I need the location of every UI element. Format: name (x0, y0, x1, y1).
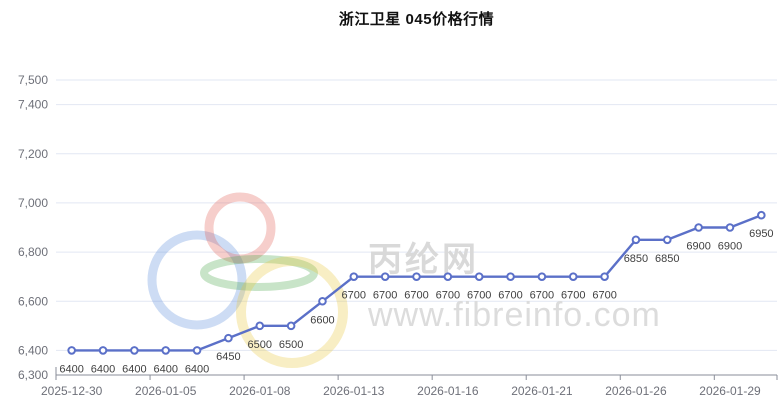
data-point-label: 6400 (185, 363, 209, 375)
data-point-label: 6950 (749, 228, 773, 240)
data-point-label: 6500 (279, 339, 303, 351)
data-point-label: 6900 (718, 241, 742, 253)
y-axis-label: 6,600 (18, 294, 48, 308)
data-point[interactable] (130, 346, 139, 355)
y-axis-label: 7,500 (18, 73, 48, 87)
data-point[interactable] (161, 346, 171, 355)
data-point[interactable] (757, 210, 766, 220)
data-point[interactable] (474, 272, 484, 281)
data-point[interactable] (318, 296, 327, 306)
data-point-label: 6400 (153, 363, 177, 375)
data-point[interactable] (600, 272, 609, 281)
x-axis-label: 2026-01-21 (511, 384, 573, 398)
data-point[interactable] (380, 272, 390, 281)
x-axis-label: 2026-01-26 (605, 384, 667, 398)
y-axis-label: 6,400 (18, 343, 48, 357)
data-point[interactable] (443, 272, 453, 281)
watermark-logo (147, 192, 348, 368)
y-axis-label: 7,200 (18, 147, 48, 161)
data-point-label: 6400 (59, 363, 83, 375)
x-axis-label: 2026-01-16 (417, 384, 479, 398)
y-axis-label: 7,000 (18, 196, 48, 210)
data-point-label: 6700 (404, 290, 428, 302)
data-point-label: 6700 (436, 290, 460, 302)
y-axis-label: 6,300 (18, 368, 48, 382)
data-point[interactable] (662, 235, 672, 245)
logo-ring-red (204, 192, 276, 264)
data-point-label: 6400 (91, 363, 115, 375)
data-point-label: 6500 (248, 339, 272, 351)
data-point-label: 6700 (467, 290, 491, 302)
data-point[interactable] (568, 272, 578, 281)
chart-title: 浙江卫星 045价格行情 (338, 11, 495, 28)
data-point[interactable] (725, 223, 735, 232)
grid-layer: 6,300 6,400 6,600 6,800 7,000 7,200 7,400 7,500… (18, 73, 778, 398)
data-point[interactable] (412, 272, 421, 281)
x-axis-label: 2026-01-13 (323, 384, 385, 398)
x-axis-label: 2026-01-08 (229, 384, 291, 398)
data-point[interactable] (98, 346, 108, 355)
y-axis-label: 6,800 (18, 245, 48, 259)
data-point-label: 6700 (530, 290, 554, 302)
data-point[interactable] (286, 321, 296, 331)
series-layer: 6400 6400 6400 6400 6400 6450 6500 6500 6600 6700… (59, 210, 774, 375)
data-point-label: 6850 (624, 253, 648, 265)
x-axis-label: 2026-01-05 (135, 384, 197, 398)
data-point-label: 6700 (592, 290, 616, 302)
data-point[interactable] (349, 272, 359, 281)
data-point[interactable] (224, 333, 233, 343)
data-point-label: 6400 (122, 363, 146, 375)
data-point-label: 6600 (310, 314, 334, 326)
data-point[interactable] (192, 346, 202, 355)
x-axis-label: 2026-01-29 (699, 384, 761, 398)
data-point-label: 6700 (373, 290, 397, 302)
x-axis-label: 2025-12-30 (41, 384, 103, 398)
data-point-label: 6900 (686, 241, 710, 253)
data-point-label: 6700 (342, 290, 366, 302)
data-point[interactable] (506, 272, 515, 281)
data-point[interactable] (631, 235, 641, 245)
data-point-label: 6700 (561, 290, 585, 302)
data-point-label: 6700 (498, 290, 522, 302)
data-point[interactable] (67, 346, 76, 355)
logo-ring-blue (147, 230, 247, 330)
logo-ring-green (200, 255, 318, 291)
y-axis-label: 7,400 (18, 98, 48, 112)
logo-ring-yellow (236, 256, 348, 368)
data-point-label: 6850 (655, 253, 679, 265)
watermark-site-text: www.fibreinfo.com (367, 296, 661, 334)
data-point[interactable] (537, 272, 547, 281)
data-point[interactable] (694, 223, 703, 232)
data-point[interactable] (255, 321, 265, 331)
data-point-label: 6450 (216, 351, 240, 363)
